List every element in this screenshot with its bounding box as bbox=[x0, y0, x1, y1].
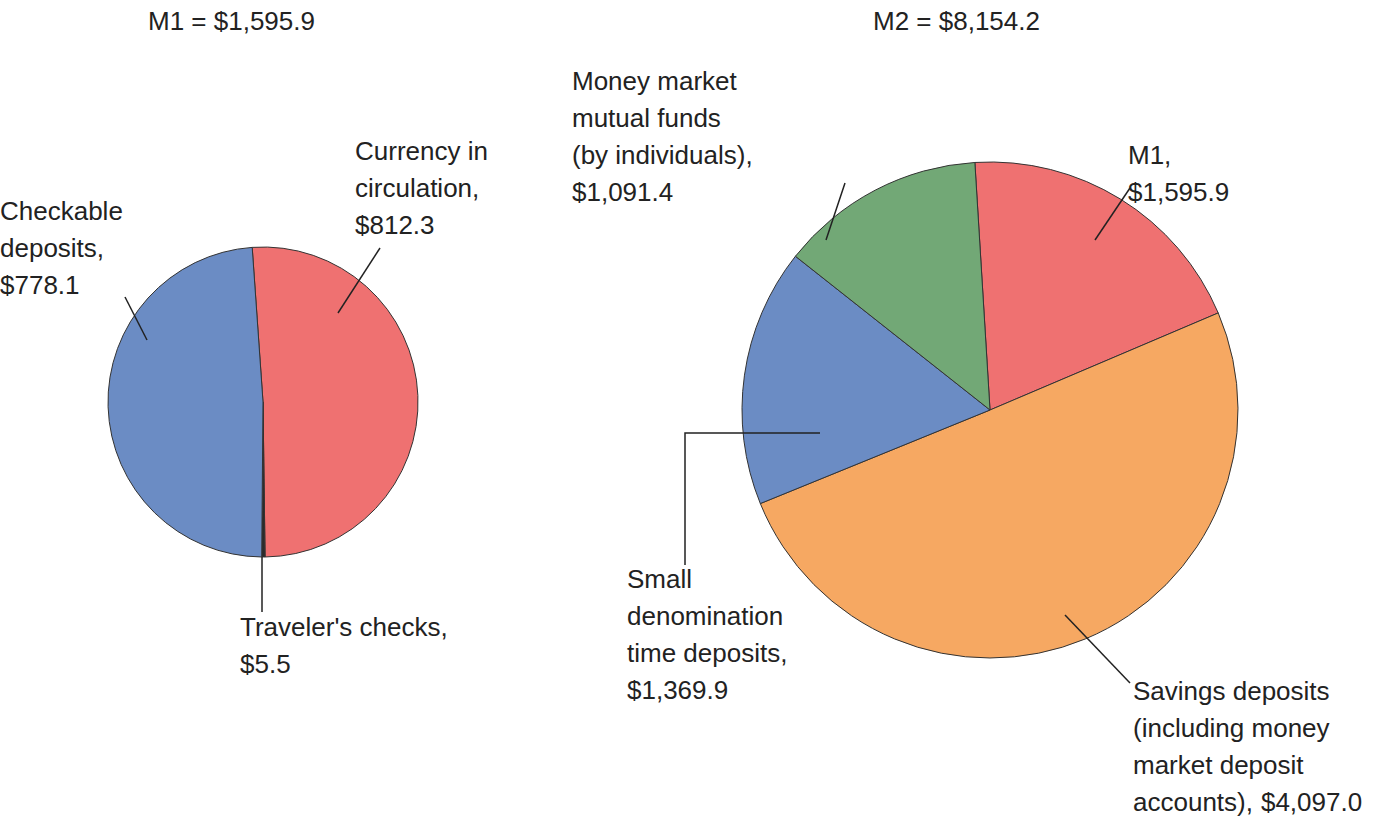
data-label: $1,091.4 bbox=[572, 177, 673, 207]
category-label: Currency in bbox=[355, 136, 488, 166]
category-label: denomination bbox=[627, 601, 783, 631]
data-label: $1,369.9 bbox=[627, 675, 728, 705]
slices bbox=[742, 162, 1238, 658]
data-label: $5.5 bbox=[240, 649, 291, 679]
pie-slice bbox=[108, 247, 263, 557]
slice-label: M1, $1,595.9 bbox=[1128, 140, 1229, 207]
category-label: M1, bbox=[1128, 140, 1171, 170]
data-label: $812.3 bbox=[355, 210, 435, 240]
chart-canvas: M1 = $1,595.9 Currency in circulation, $812… bbox=[0, 0, 1399, 825]
category-label: mutual funds bbox=[572, 103, 721, 133]
slices bbox=[108, 247, 418, 557]
chart-title: M1 = $1,595.9 bbox=[148, 6, 315, 36]
slice-label: Checkable deposits, $778.1 bbox=[0, 196, 123, 300]
leader-line bbox=[338, 248, 380, 313]
data-label: $1,595.9 bbox=[1128, 177, 1229, 207]
category-label: deposits, bbox=[0, 233, 104, 263]
slice-label: Small denomination time deposits, $1,369.9 bbox=[627, 564, 787, 705]
category-label: Small bbox=[627, 564, 692, 594]
category-label: Traveler's checks, bbox=[240, 612, 448, 642]
chart-title: M2 = $8,154.2 bbox=[873, 6, 1040, 36]
slice-label: Currency in circulation, $812.3 bbox=[355, 136, 488, 240]
category-label: accounts), bbox=[1133, 787, 1253, 817]
pie-chart: M1 = $1,595.9 Currency in circulation, $812… bbox=[0, 6, 488, 679]
leader-line bbox=[685, 433, 820, 565]
category-label: Savings deposits bbox=[1133, 676, 1330, 706]
category-label: Money market bbox=[572, 66, 737, 96]
category-label: (by individuals), bbox=[572, 140, 753, 170]
leader-line bbox=[261, 557, 263, 612]
pie-chart: M2 = $8,154.2 M1, $1,595.9 Savings deposits… bbox=[572, 6, 1362, 817]
data-label: $4,097.0 bbox=[1261, 787, 1362, 817]
category-label: (including money bbox=[1133, 713, 1330, 743]
slice-label: Traveler's checks, $5.5 bbox=[240, 612, 448, 679]
leader-line bbox=[125, 297, 147, 340]
slice-label: Savings deposits (including money market d… bbox=[1133, 676, 1362, 817]
category-label: market deposit bbox=[1133, 750, 1304, 780]
leader-line bbox=[1095, 188, 1130, 240]
pie-slice bbox=[795, 162, 990, 410]
data-label: $778.1 bbox=[0, 270, 80, 300]
slice-label: Money market mutual funds (by individuals)… bbox=[572, 66, 753, 207]
leader-line bbox=[826, 183, 845, 240]
category-label: circulation, bbox=[355, 173, 479, 203]
category-label: Checkable bbox=[0, 196, 123, 226]
category-label: time deposits, bbox=[627, 638, 787, 668]
pie-slice bbox=[252, 247, 418, 557]
leader-line bbox=[1065, 615, 1130, 683]
